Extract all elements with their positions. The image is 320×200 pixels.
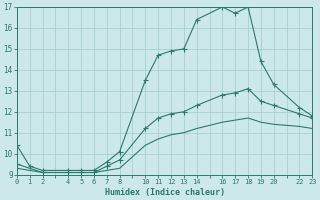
X-axis label: Humidex (Indice chaleur): Humidex (Indice chaleur) (105, 188, 225, 197)
